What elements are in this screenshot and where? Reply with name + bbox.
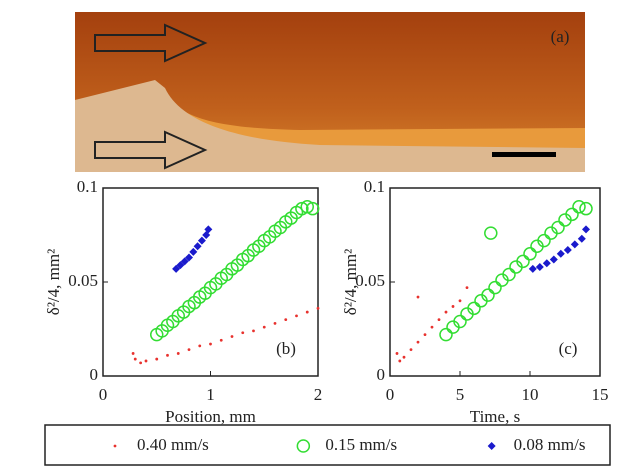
x-tick-label: 0	[386, 385, 395, 404]
point	[459, 299, 462, 302]
legend-label: 0.15 mm/s	[325, 435, 397, 454]
y-tick-label: 0.05	[68, 271, 98, 290]
point	[132, 352, 135, 355]
point	[317, 307, 320, 310]
point	[571, 240, 579, 248]
panel-label: (a)	[551, 27, 570, 46]
point	[578, 235, 586, 243]
point	[564, 246, 572, 254]
point	[188, 348, 191, 351]
point	[155, 358, 158, 361]
x-axis-label: Position, mm	[165, 407, 256, 426]
panel-label: (c)	[559, 339, 578, 358]
point	[306, 311, 309, 314]
point	[431, 326, 434, 329]
point	[220, 339, 223, 342]
point	[550, 255, 558, 263]
point	[177, 352, 180, 355]
scale-bar	[492, 152, 556, 157]
x-axis-label: Time, s	[470, 407, 520, 426]
point	[198, 345, 201, 348]
y-tick-label: 0	[90, 365, 99, 384]
point	[274, 322, 277, 325]
point	[398, 360, 401, 363]
point	[557, 250, 565, 258]
point	[209, 343, 212, 346]
point	[424, 333, 427, 336]
legend-label: 0.08 mm/s	[514, 435, 586, 454]
y-axis-label: δ²/4, mm²	[341, 249, 360, 315]
point	[403, 356, 406, 359]
point	[139, 361, 142, 364]
y-tick-label: 0	[377, 365, 386, 384]
point	[524, 248, 536, 260]
x-tick-label: 15	[592, 385, 609, 404]
point	[194, 242, 202, 250]
point	[417, 296, 420, 299]
y-tick-label: 0.1	[77, 177, 98, 196]
point	[263, 326, 266, 329]
point	[231, 335, 234, 338]
legend-marker	[297, 440, 309, 452]
point	[582, 225, 590, 233]
point	[396, 352, 399, 355]
x-tick-label: 10	[522, 385, 539, 404]
point	[410, 348, 413, 351]
point	[166, 354, 169, 357]
point	[284, 318, 287, 321]
x-tick-label: 0	[99, 385, 108, 404]
point	[580, 203, 592, 215]
point	[198, 237, 206, 245]
legend-label: 0.40 mm/s	[137, 435, 209, 454]
y-axis-label: δ²/4, mm²	[44, 249, 63, 315]
point	[438, 318, 441, 321]
x-tick-label: 1	[206, 385, 215, 404]
legend-marker	[488, 442, 496, 450]
point	[295, 314, 298, 317]
point	[536, 263, 544, 271]
legend-marker	[114, 445, 117, 448]
panel-label: (b)	[276, 339, 296, 358]
point	[252, 329, 255, 332]
figure: (a) 0 1 2 0 0.05 0.1 Position, mm δ²/4, mm² (b) 0…	[0, 0, 622, 473]
point	[445, 311, 448, 314]
point	[485, 227, 497, 239]
point	[189, 248, 197, 256]
point	[452, 305, 455, 308]
point	[417, 341, 420, 344]
point	[466, 286, 469, 289]
point	[489, 282, 501, 294]
x-tick-label: 5	[456, 385, 465, 404]
point	[529, 265, 537, 273]
point	[241, 331, 244, 334]
point	[440, 329, 452, 341]
y-tick-label: 0.1	[364, 177, 385, 196]
point	[543, 259, 551, 267]
point	[145, 360, 148, 363]
point	[134, 358, 137, 361]
x-tick-label: 2	[314, 385, 323, 404]
micrograph: (a)	[75, 12, 585, 172]
